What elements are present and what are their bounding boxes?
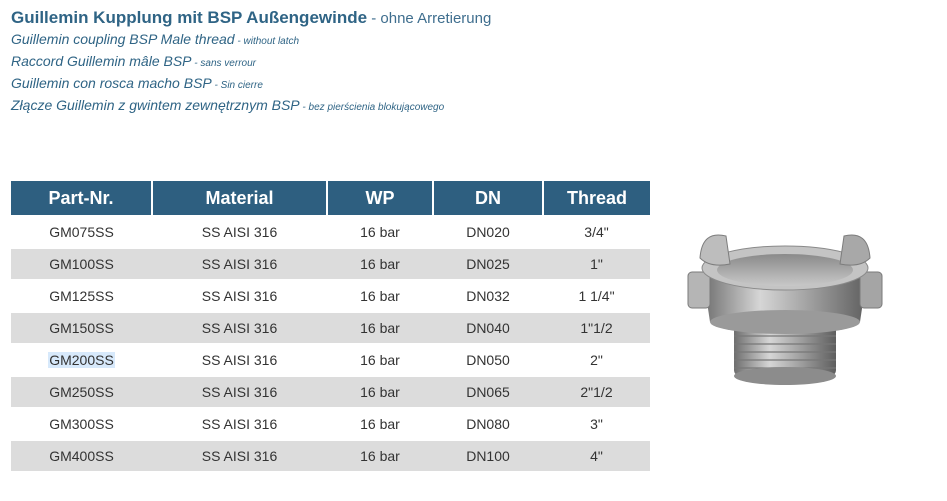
table-row: GM125SS SS AISI 316 16 bar DN032 1 1/4" (11, 279, 650, 312)
title-polish-sub: - bez pierścienia blokującowego (299, 102, 445, 113)
cell-thread: 1"1/2 (543, 311, 650, 344)
table-row: GM075SS SS AISI 316 16 bar DN020 3/4" (11, 215, 650, 248)
cell-wp: 16 bar (327, 375, 433, 408)
table-row: GM100SS SS AISI 316 16 bar DN025 1" (11, 247, 650, 280)
cell-material: SS AISI 316 (152, 247, 327, 280)
cell-wp: 16 bar (327, 407, 433, 440)
table-row: GM400SS SS AISI 316 16 bar DN100 4" (11, 439, 650, 471)
cell-dn: DN065 (433, 375, 543, 408)
cell-material: SS AISI 316 (152, 215, 327, 248)
title-polish-main: Złącze Guillemin z gwintem zewnętrznym B… (11, 97, 300, 113)
cell-thread: 4" (543, 439, 650, 471)
cell-wp: 16 bar (327, 215, 433, 248)
cell-part-nr: GM200SS (11, 343, 152, 376)
cell-wp: 16 bar (327, 279, 433, 312)
header-dn: DN (432, 181, 543, 216)
cell-wp: 16 bar (327, 311, 433, 344)
table-row: GM200SS SS AISI 316 16 bar DN050 2" (11, 343, 650, 376)
cell-part-nr: GM400SS (11, 439, 152, 471)
title-german-sub: - ohne Arretierung (367, 10, 492, 27)
coupling-image (687, 234, 883, 385)
cell-part-nr: GM300SS (11, 407, 152, 440)
cell-part-nr: GM075SS (11, 215, 152, 248)
title-german: Guillemin Kupplung mit BSP Außengewinde … (11, 9, 491, 26)
title-spanish-sub: - Sin cierre (211, 80, 263, 91)
cell-dn: DN100 (433, 439, 543, 471)
table-row: GM300SS SS AISI 316 16 bar DN080 3" (11, 407, 650, 440)
title-french-sub: - sans verrour (191, 58, 256, 69)
cell-thread: 3/4" (543, 215, 650, 248)
cell-wp: 16 bar (327, 247, 433, 280)
cell-wp: 16 bar (327, 343, 433, 376)
title-spanish: Guillemin con rosca macho BSP - Sin cier… (11, 76, 491, 91)
header-part-nr: Part-Nr. (11, 181, 152, 216)
cell-thread: 1" (543, 247, 650, 280)
cell-thread: 2"1/2 (543, 375, 650, 408)
title-french: Raccord Guillemin mâle BSP - sans verrou… (11, 54, 491, 69)
highlighted-part-text: GM200SS (48, 352, 115, 368)
title-english-sub: - without latch (234, 36, 300, 47)
title-spanish-main: Guillemin con rosca macho BSP (11, 75, 212, 91)
header-wp: WP (326, 181, 433, 216)
title-block: Guillemin Kupplung mit BSP Außengewinde … (11, 9, 491, 120)
cell-thread: 2" (543, 343, 650, 376)
title-french-main: Raccord Guillemin mâle BSP (11, 53, 192, 69)
cell-dn: DN032 (433, 279, 543, 312)
cell-thread: 3" (543, 407, 650, 440)
cell-material: SS AISI 316 (152, 439, 327, 471)
cell-material: SS AISI 316 (152, 279, 327, 312)
thread-section (734, 320, 836, 376)
cell-part-nr: GM100SS (11, 247, 152, 280)
cell-material: SS AISI 316 (152, 343, 327, 376)
table-header-row: Part-Nr. Material WP DN Thread (11, 181, 650, 216)
cell-dn: DN025 (433, 247, 543, 280)
title-polish: Złącze Guillemin z gwintem zewnętrznym B… (11, 98, 491, 113)
parts-table: Part-Nr. Material WP DN Thread GM075SS SS… (11, 181, 650, 471)
claw-right (839, 234, 871, 266)
cell-dn: DN050 (433, 343, 543, 376)
cell-material: SS AISI 316 (152, 375, 327, 408)
cell-dn: DN020 (433, 215, 543, 248)
title-german-main: Guillemin Kupplung mit BSP Außengewinde (11, 8, 368, 27)
claw-left (699, 234, 731, 266)
cell-material: SS AISI 316 (152, 407, 327, 440)
cell-dn: DN080 (433, 407, 543, 440)
cell-part-nr: GM125SS (11, 279, 152, 312)
header-material: Material (151, 181, 327, 216)
cell-wp: 16 bar (327, 439, 433, 471)
cell-thread: 1 1/4" (543, 279, 650, 312)
table-row: GM250SS SS AISI 316 16 bar DN065 2"1/2 (11, 375, 650, 408)
cell-part-nr: GM150SS (11, 311, 152, 344)
title-english: Guillemin coupling BSP Male thread - wit… (11, 32, 491, 47)
table-row: GM150SS SS AISI 316 16 bar DN040 1"1/2 (11, 311, 650, 344)
cell-part-nr: GM250SS (11, 375, 152, 408)
cell-material: SS AISI 316 (152, 311, 327, 344)
header-thread: Thread (542, 181, 650, 216)
cell-dn: DN040 (433, 311, 543, 344)
title-english-main: Guillemin coupling BSP Male thread (11, 31, 235, 47)
